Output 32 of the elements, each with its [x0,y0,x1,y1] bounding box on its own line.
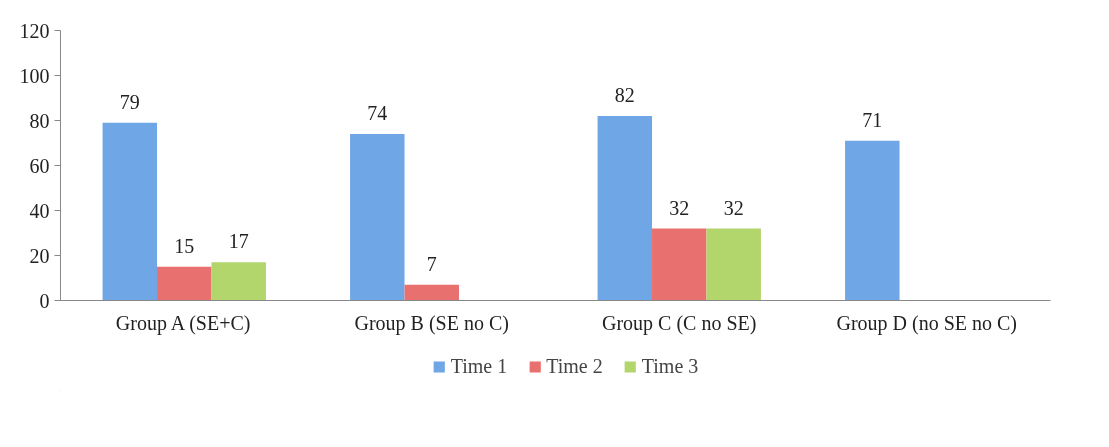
legend-label: Time 3 [641,354,699,378]
bar [597,116,653,301]
data-label: 32 [669,196,690,219]
bar [845,140,900,301]
data-label: 74 [367,102,388,124]
legend-label: Time 1 [450,354,508,378]
x-tick-label: Group A (SE+C) [115,311,251,335]
data-label: 32 [723,196,744,219]
y-tick-label: 20 [29,244,50,267]
bar [706,228,761,301]
bar [350,134,405,301]
data-label: 7 [426,252,437,275]
x-tick-label: Group D (no SE no C) [836,311,1018,335]
y-tick-label: 60 [29,154,50,177]
data-label: 71 [862,108,883,131]
x-tick-label: Group B (SE no C) [354,311,509,335]
bar [102,122,158,301]
y-tick-label: 40 [29,199,50,222]
y-tick-label: 120 [19,19,50,42]
data-label: 79 [119,90,140,113]
bar [404,284,459,301]
data-label: 17 [228,230,249,253]
y-tick-label: 80 [29,109,50,132]
bar [157,266,212,301]
bar [652,228,707,301]
y-tick-label: 100 [19,64,50,87]
bar [211,262,266,301]
data-label: 82 [614,84,635,106]
y-tick-label: 0 [39,289,50,312]
data-label: 15 [174,234,195,257]
legend-label: Time 2 [546,354,603,378]
x-tick-label: Group C (C no SE) [602,311,757,335]
